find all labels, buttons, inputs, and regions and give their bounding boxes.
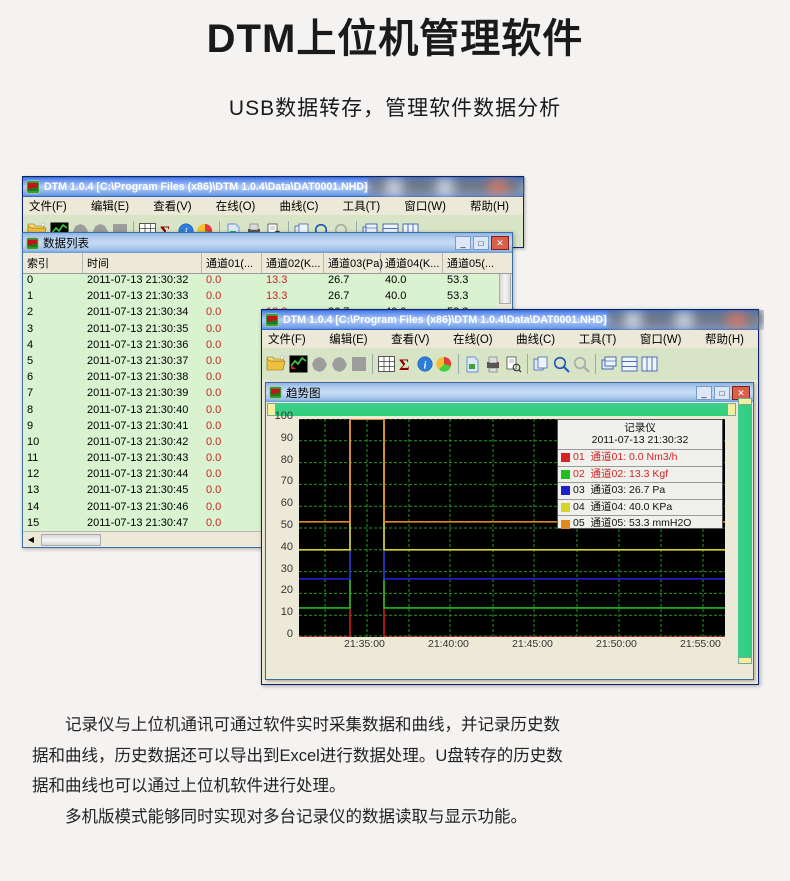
svg-text:i: i <box>424 360 427 371</box>
svg-text:Σ: Σ <box>399 357 409 373</box>
